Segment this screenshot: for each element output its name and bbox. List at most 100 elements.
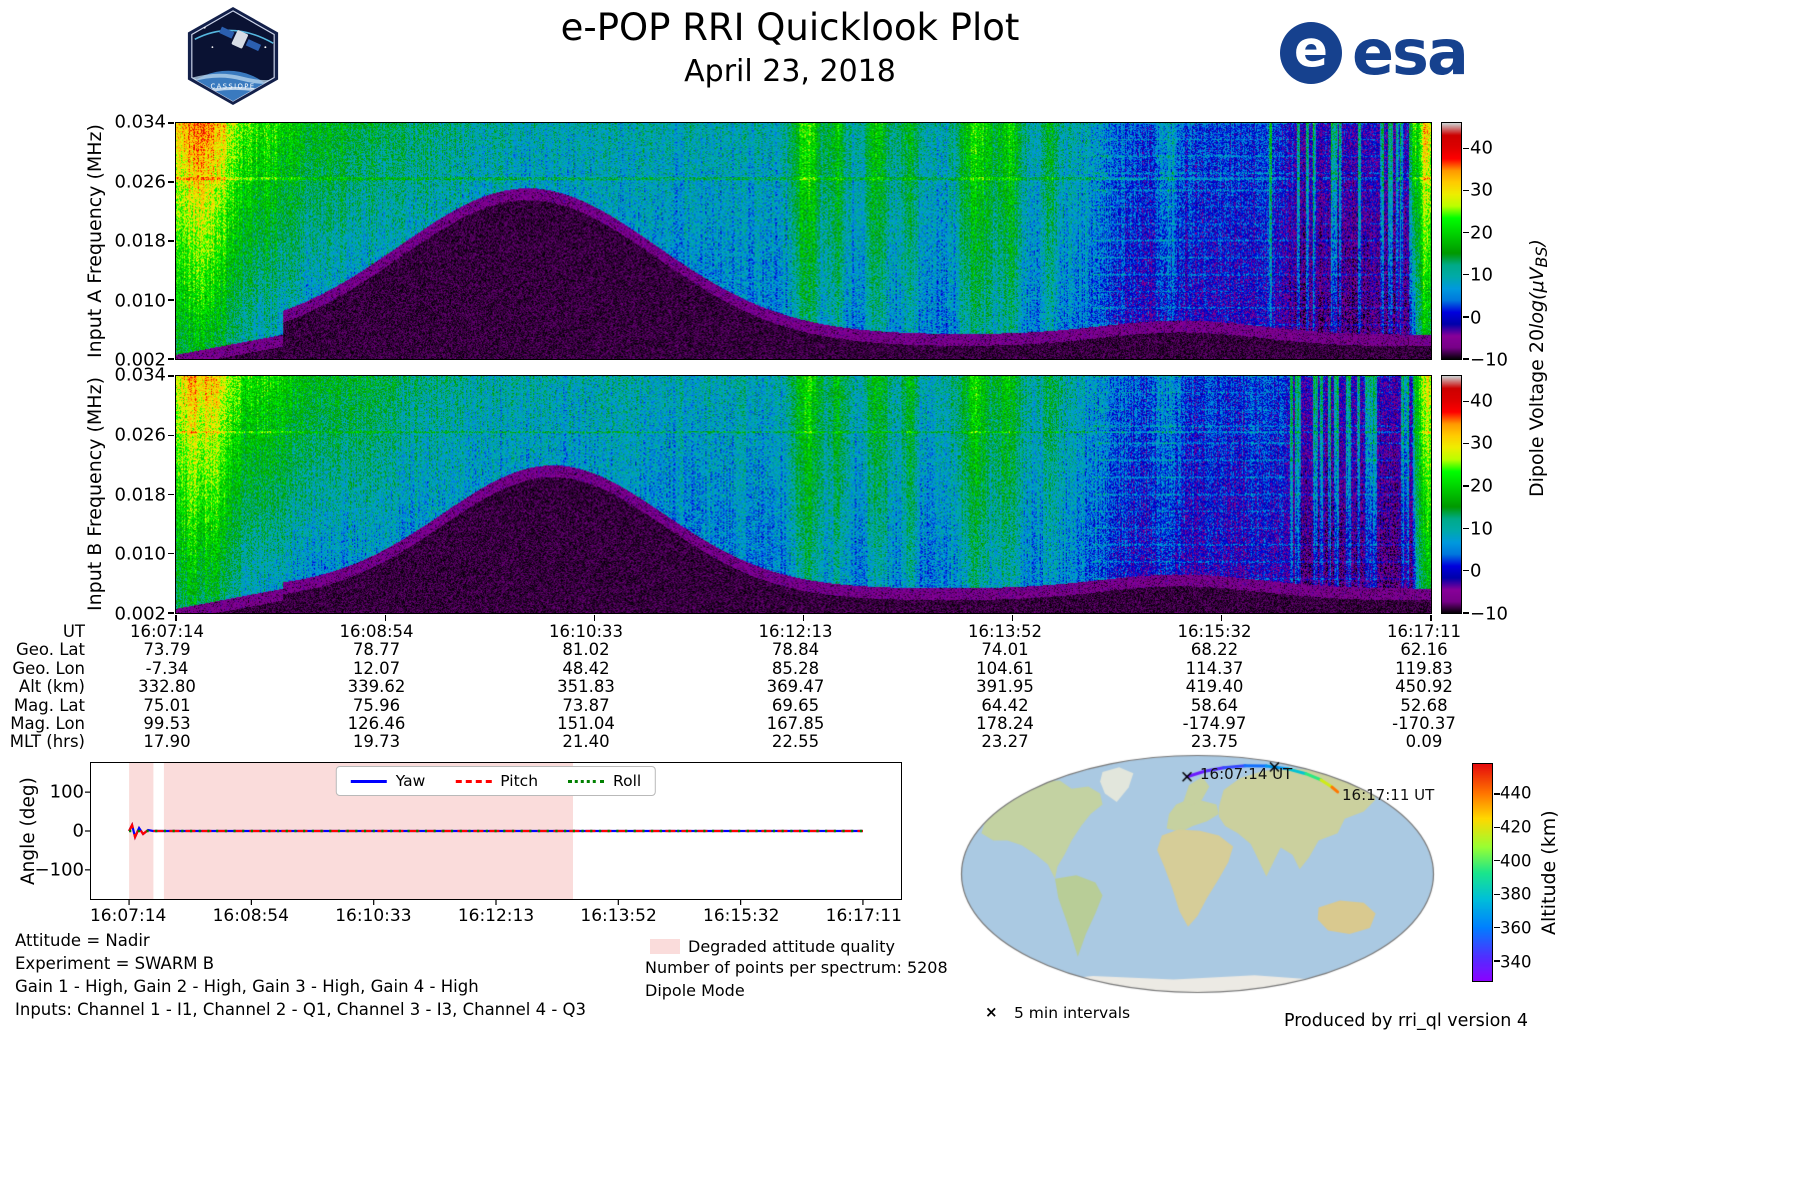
freq-tick-mark <box>168 493 174 496</box>
input-b-spectrogram <box>168 375 1432 621</box>
altitude-colorbar <box>1472 763 1500 982</box>
ephemeris-value: 23.27 <box>981 732 1029 752</box>
track-end-label: 16:17:11 UT <box>1342 786 1435 804</box>
attitude-time-tick-label: 16:12:13 <box>457 906 535 926</box>
esa-globe-icon: e <box>1280 22 1342 84</box>
ephemeris-value: 369.47 <box>766 677 825 697</box>
attitude-time-tick-label: 16:17:11 <box>825 906 903 926</box>
time-tick-mark <box>175 615 177 621</box>
ephemeris-row-label: Geo. Lat <box>15 640 85 660</box>
attitude-legend: Yaw Pitch Roll <box>335 766 657 796</box>
attitude-time-tick-label: 16:15:32 <box>703 906 780 926</box>
dipole-colorbar-tick-mark <box>1463 485 1469 487</box>
freq-tick-mark <box>168 240 174 242</box>
altitude-tick-mark <box>1494 926 1500 929</box>
time-tick-mark <box>1012 615 1014 621</box>
altitude-tick-labels: 440 420 400 380 360 340 <box>1500 763 1544 982</box>
legend-item-yaw: Yaw <box>350 772 426 790</box>
ephemeris-value: 75.01 <box>143 695 191 715</box>
altitude-tick-mark <box>1494 893 1500 895</box>
ephemeris-value: 450.92 <box>1395 677 1453 697</box>
attitude-time-tick-label: 16:07:14 <box>89 906 167 926</box>
dipole-colorbar-tick-label: 0 <box>1470 307 1482 328</box>
dipole-colorbar-tick-label: 10 <box>1470 518 1493 540</box>
input-b-spectrogram-canvas <box>176 376 1431 613</box>
ephemeris-column: 16:10:33 81.02 48.42 351.83 73.87 151.04 21.40 <box>548 622 624 752</box>
freq-tick-mark <box>168 122 174 124</box>
dipole-colorbar-tick-mark <box>1463 443 1469 445</box>
ground-track-map <box>960 754 1435 994</box>
ephemeris-value: 0.09 <box>1405 732 1443 752</box>
input-a-ytick-labels: 0.034 0.026 0.018 0.010 0.002 <box>106 112 166 371</box>
ephemeris-value: 68.22 <box>1190 640 1239 660</box>
input-a-axis-label: Input A Frequency (MHz) <box>84 124 106 358</box>
points-per-spectrum-line: Number of points per spectrum: 5208 <box>645 958 948 977</box>
freq-tick-label: 0.010 <box>114 543 166 565</box>
freq-tick-mark <box>168 612 174 614</box>
time-tick-mark <box>1430 615 1432 621</box>
altitude-colorbar-canvas <box>1473 764 1492 981</box>
dipole-colorbar-tick-mark <box>1463 274 1469 276</box>
attitude-info-line: Attitude = Nadir <box>15 931 150 950</box>
ephemeris-row-label: Mag. Lon <box>10 714 85 734</box>
ephemeris-column: 16:17:11 62.16 119.83 450.92 52.68 -170.37 0.0… <box>1387 622 1461 752</box>
produced-by-line: Produced by rri_ql version 4 <box>1284 1011 1529 1031</box>
dipole-colorbar-tick-mark <box>1463 316 1469 318</box>
altitude-tick-label: 340 <box>1500 952 1532 972</box>
ephemeris-value: 17.90 <box>143 732 191 752</box>
attitude-angle-tick-label: −100 <box>34 859 84 881</box>
freq-tick-mark <box>168 181 174 183</box>
interval-legend-label: 5 min intervals <box>1014 1004 1131 1022</box>
plot-date: April 23, 2018 <box>684 54 896 89</box>
ephemeris-value: 104.61 <box>976 658 1034 678</box>
ephemeris-value: 332.80 <box>138 677 196 697</box>
patch-cassiope-text: CASSIOPE <box>210 82 255 90</box>
dipole-voltage-colorbar-label: Dipole Voltage 20log(μVBS) <box>1526 122 1551 614</box>
ephemeris-row-label: Alt (km) <box>18 677 85 697</box>
ephemeris-value: -7.34 <box>145 658 189 678</box>
legend-item-pitch: Pitch <box>455 772 538 790</box>
ephemeris-value: 114.37 <box>1185 658 1244 678</box>
ephemeris-value: 391.95 <box>976 677 1034 697</box>
ephemeris-row-label: MLT (hrs) <box>9 732 85 752</box>
dipole-label-math: log(μV <box>1526 267 1548 329</box>
gain-info-line: Gain 1 - High, Gain 2 - High, Gain 3 - H… <box>15 977 479 996</box>
freq-tick-label: 0.002 <box>114 603 166 625</box>
track-start-label: 16:07:14 UT <box>1200 765 1293 783</box>
ephemeris-value: 178.24 <box>976 714 1034 734</box>
dipole-colorbar-tick-label: 30 <box>1470 432 1493 454</box>
ephemeris-row-label: Geo. Lon <box>12 658 85 678</box>
yaw-line-icon <box>350 779 387 783</box>
dipole-colorbar-tick-mark <box>1463 231 1469 234</box>
ephemeris-value: 167.85 <box>766 714 825 734</box>
ephemeris-value: 99.53 <box>143 714 191 734</box>
ephemeris-value: 419.40 <box>1185 677 1244 697</box>
dipole-colorbar-tick-mark <box>1463 527 1469 529</box>
ephemeris-value: 16:10:33 <box>548 622 624 641</box>
dipole-label-close: ) <box>1526 239 1548 247</box>
ephemeris-value: 16:13:52 <box>967 622 1043 641</box>
dipole-colorbar-tick-label: 10 <box>1470 264 1493 286</box>
dipole-colorbar-tick-mark <box>1463 358 1469 360</box>
pitch-legend-label: Pitch <box>500 772 539 790</box>
altitude-tick-mark <box>1494 826 1500 829</box>
yaw-legend-label: Yaw <box>395 772 426 790</box>
altitude-tick-label: 420 <box>1500 817 1532 837</box>
ephemeris-row-label: Mag. Lat <box>13 695 85 715</box>
ephemeris-value: 62.16 <box>1400 640 1448 660</box>
dipole-colorbar-tick-label: 20 <box>1470 222 1493 243</box>
colorbar-a-canvas <box>1442 123 1461 359</box>
freq-tick-mark <box>168 434 174 436</box>
freq-tick-mark <box>168 358 174 360</box>
attitude-time-tick-label: 16:10:33 <box>335 906 412 926</box>
freq-tick-label: 0.018 <box>114 484 166 505</box>
altitude-tick-label: 440 <box>1500 783 1532 803</box>
roll-line-icon <box>568 779 605 783</box>
freq-tick-mark <box>168 375 174 377</box>
ephemeris-row-label: UT <box>62 622 85 641</box>
ephemeris-value: 16:15:32 <box>1177 622 1252 641</box>
dipole-colorbar-tick-mark <box>1463 189 1469 192</box>
pitch-line <box>128 821 863 841</box>
ephemeris-value: 16:07:14 <box>129 622 205 641</box>
